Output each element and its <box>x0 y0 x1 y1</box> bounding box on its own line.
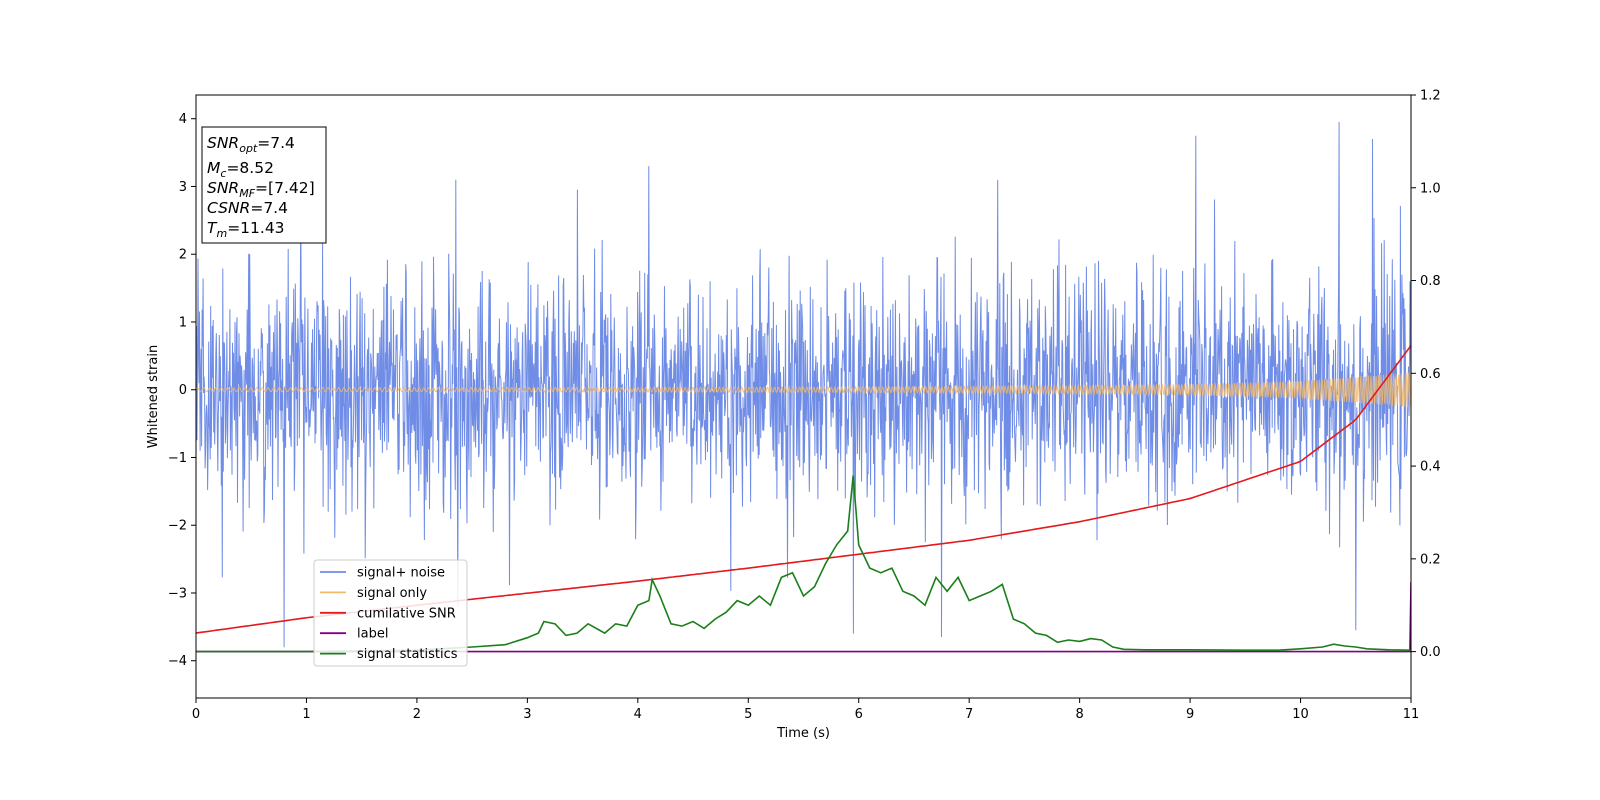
legend-label: signal+ noise <box>357 566 445 581</box>
y2-tick-label: 0.4 <box>1420 460 1441 475</box>
info-box-frame <box>201 126 327 244</box>
y2-tick-label: 1.2 <box>1420 89 1441 104</box>
info-line: SNRopt=7.4 <box>207 134 295 155</box>
legend-label: signal only <box>357 586 427 601</box>
x-tick-label: 9 <box>1186 707 1194 722</box>
legend-label: cumilative SNR <box>357 606 456 621</box>
info-line: SNRMF=[7.42] <box>207 179 315 200</box>
x-tick-label: 3 <box>523 707 531 722</box>
x-axis-label: Time (s) <box>776 726 830 741</box>
y-tick-label: 2 <box>179 248 187 263</box>
x-tick-label: 4 <box>634 707 642 722</box>
plot-frame <box>195 94 1412 699</box>
y2-tick-label: 1.0 <box>1420 181 1441 196</box>
x-tick-label: 8 <box>1075 707 1083 722</box>
legend-label: signal statistics <box>357 647 458 662</box>
y2-tick-label: 0.8 <box>1420 274 1441 289</box>
y-axis-label: Whitened strain <box>146 345 161 448</box>
y-tick-label: −4 <box>168 654 187 669</box>
x-tick-label: 10 <box>1292 707 1309 722</box>
x-tick-label: 6 <box>855 707 863 722</box>
x-tick-label: 11 <box>1403 707 1420 722</box>
info-line: Mc=8.52 <box>207 159 274 180</box>
x-tick-label: 0 <box>192 707 200 722</box>
y-tick-label: −2 <box>168 519 187 534</box>
x-tick-label: 5 <box>744 707 752 722</box>
y-tick-label: 0 <box>179 383 187 398</box>
series-signal-only-line <box>196 372 1411 408</box>
y2-tick-label: 0.0 <box>1420 645 1441 660</box>
series-signal-statistics-line <box>196 475 1411 653</box>
legend: signal+ noise signal only cumilative SNR la… <box>313 559 468 667</box>
y2-tick-label: 0.2 <box>1420 552 1441 567</box>
axes: 0 1 2 3 4 5 6 7 8 9 10 11 −4 −3 −2 −1 0 1 2 3 4 0.0 0.2 0.4 0.6 0… <box>168 89 1441 723</box>
y-tick-label: −3 <box>168 586 187 601</box>
series-signal-noise-line <box>196 122 1411 648</box>
info-line: Tm=11.43 <box>207 219 285 240</box>
legend-frame <box>313 559 468 667</box>
y-tick-label: −1 <box>168 451 187 466</box>
y-tick-label: 4 <box>179 112 187 127</box>
x-tick-label: 7 <box>965 707 973 722</box>
info-line: CSNR=7.4 <box>207 199 288 217</box>
y-tick-label: 3 <box>179 180 187 195</box>
y-tick-label: 1 <box>179 315 187 330</box>
legend-label: label <box>357 627 388 642</box>
x-tick-label: 1 <box>302 707 310 722</box>
x-tick-label: 2 <box>413 707 421 722</box>
y2-tick-label: 0.6 <box>1420 367 1441 382</box>
